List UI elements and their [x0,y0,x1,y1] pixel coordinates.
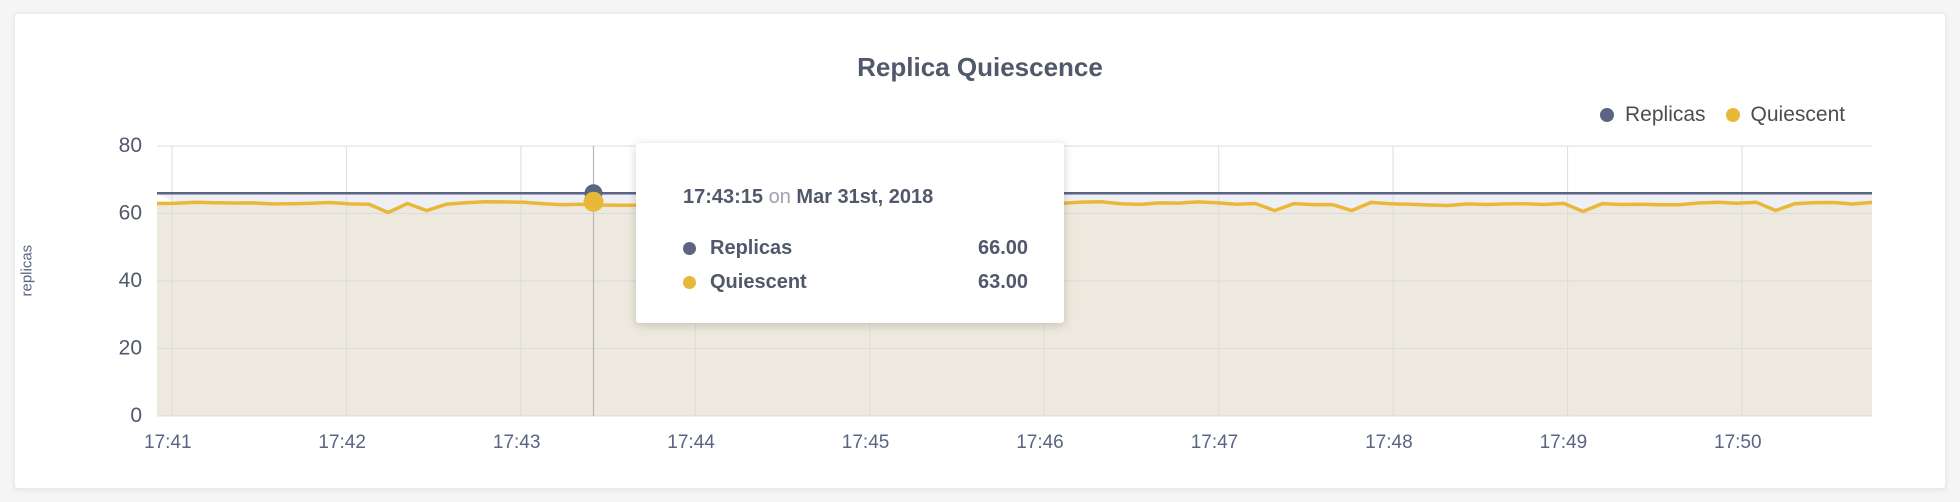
svg-text:17:48: 17:48 [1365,432,1413,453]
svg-text:17:41: 17:41 [144,432,192,453]
svg-text:17:45: 17:45 [842,432,890,453]
svg-text:17:49: 17:49 [1540,432,1588,453]
svg-text:17:44: 17:44 [667,432,715,453]
svg-text:0: 0 [130,404,142,427]
svg-text:17:47: 17:47 [1191,432,1239,453]
svg-text:80: 80 [119,134,142,157]
svg-text:17:50: 17:50 [1714,432,1762,453]
svg-text:17:46: 17:46 [1016,432,1064,453]
svg-text:17:43: 17:43 [493,432,541,453]
svg-text:60: 60 [119,202,142,225]
svg-text:17:42: 17:42 [318,432,366,453]
svg-text:20: 20 [119,337,142,360]
svg-text:40: 40 [119,269,142,292]
